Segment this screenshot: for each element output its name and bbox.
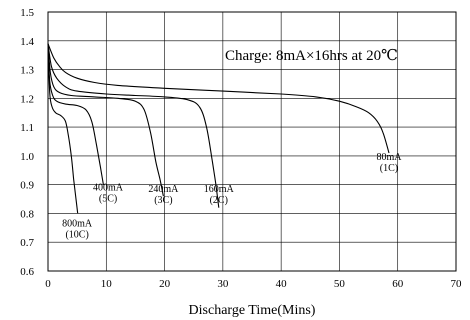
series-lines (47, 43, 390, 214)
series-line-160ma-2c (47, 43, 220, 208)
series-line-240ma-3c (47, 43, 164, 197)
y-tick-label: 1.2 (20, 93, 34, 105)
x-tick-label: 10 (101, 278, 113, 290)
x-tick-label: 0 (45, 278, 51, 290)
series-line-80ma-1c (47, 43, 390, 154)
series-label-160ma-2c: (2C) (210, 195, 228, 206)
x-tick-label: 70 (451, 278, 463, 290)
y-tick-label: 0.6 (20, 266, 34, 278)
series-label-160ma-2c: 160mA (204, 184, 235, 195)
series-label-80ma-1c: (1C) (380, 163, 398, 174)
x-tick-label: 30 (217, 278, 229, 290)
x-tick-label: 20 (159, 278, 171, 290)
x-tick-label: 60 (392, 278, 404, 290)
y-tick-label: 1.5 (20, 7, 34, 19)
axes: 0.6 0.7 0.8 0.9 1.0 1.1 1.2 1.3 1.4 1.5 0 10 20 30 40 5… (20, 7, 462, 290)
series-label-240ma-3c: (3C) (154, 195, 172, 206)
series-label-800ma-10c: (10C) (65, 229, 88, 240)
series-labels: 80mA(1C) 160mA(2C) 240mA(3C) 400mA(5C) 800mA… (62, 152, 402, 240)
y-tick-label: 1.3 (20, 65, 34, 77)
plot-area-frame (47, 11, 457, 272)
y-tick-label: 1.0 (20, 151, 34, 163)
series-label-80ma-1c: 80mA (376, 152, 402, 163)
y-tick-label: 0.8 (20, 208, 34, 220)
series-label-400ma-5c: 400mA (93, 182, 124, 193)
x-tick-label: 50 (334, 278, 346, 290)
series-label-800ma-10c: 800mA (62, 218, 93, 229)
series-line-400ma-5c (47, 43, 104, 185)
y-tick-label: 0.7 (20, 237, 34, 249)
annotation-charge: Charge: 8mA×16hrs at 20℃ (225, 48, 398, 64)
x-tick-label: 40 (276, 278, 288, 290)
series-label-400ma-5c: (5C) (99, 193, 117, 204)
series-label-240ma-3c: 240mA (148, 184, 179, 195)
y-tick-label: 1.1 (20, 122, 34, 134)
series-line-800ma-10c (47, 43, 79, 214)
x-axis-label: Discharge Time(Mins) (189, 303, 316, 318)
y-tick-label: 1.4 (20, 36, 34, 48)
y-tick-label: 0.9 (20, 180, 34, 192)
